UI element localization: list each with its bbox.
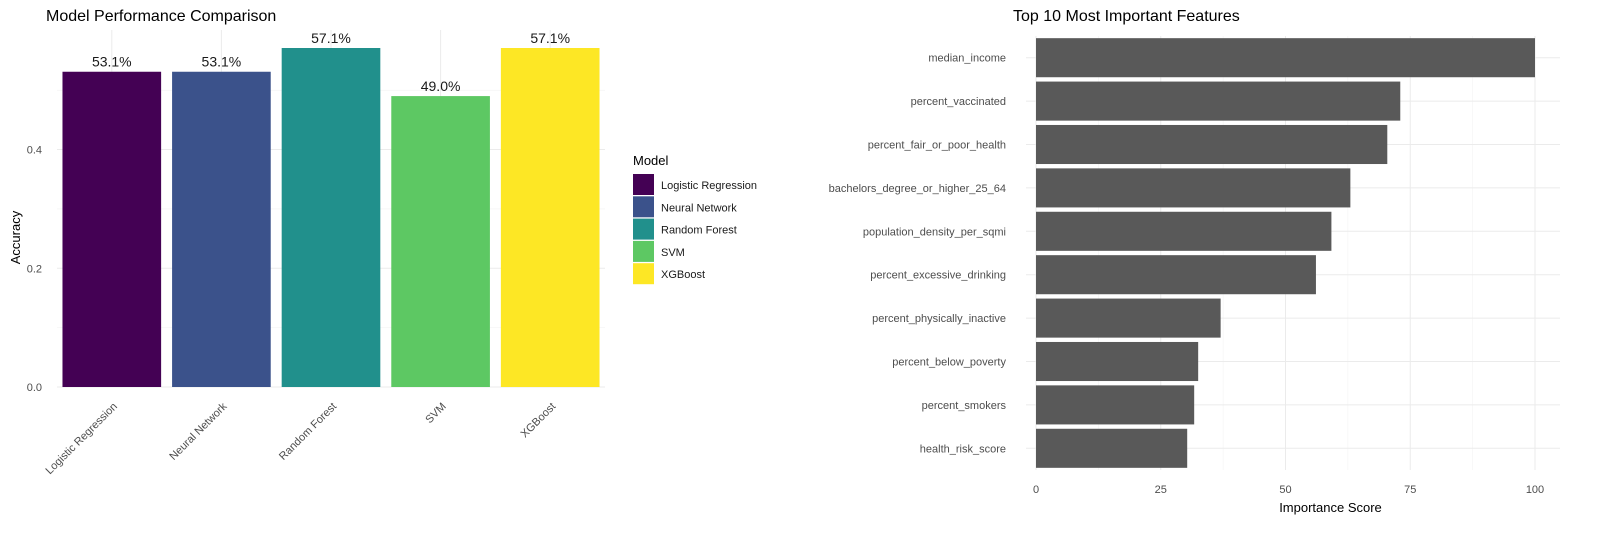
x-tick-label: 25: [1155, 484, 1167, 496]
legend-swatch: [633, 174, 654, 195]
x-tick-label: 100: [1526, 484, 1544, 496]
bar-median-income: [1036, 38, 1535, 78]
y-tick-label: percent_physically_inactive: [872, 313, 1006, 325]
legend-label: Logistic Regression: [661, 180, 757, 192]
legend-swatch: [633, 218, 654, 240]
bar-svm: [391, 96, 490, 387]
legend-swatch: [633, 240, 654, 262]
bar-percent-smokers: [1036, 385, 1195, 425]
bar-percent-excessive-drinking: [1036, 255, 1316, 295]
x-axis-title: Importance Score: [1279, 500, 1382, 515]
y-tick-label: percent_fair_or_poor_health: [868, 140, 1006, 152]
data-label: 57.1%: [311, 30, 351, 46]
data-label: 49.0%: [421, 78, 461, 94]
y-tick-label: bachelors_degree_or_higher_25_64: [829, 183, 1006, 195]
data-label: 57.1%: [530, 30, 570, 46]
bar-health-risk-score: [1036, 428, 1188, 468]
x-tick-label: XGBoost: [519, 401, 559, 441]
y-tick-label: 0.2: [27, 263, 42, 275]
y-tick-label: percent_vaccinated: [911, 96, 1006, 108]
y-tick-label: 0.0: [27, 382, 42, 394]
data-label: 53.1%: [202, 54, 242, 70]
legend-title: Model: [633, 153, 669, 168]
y-tick-label: population_density_per_sqmi: [863, 226, 1006, 238]
legend-label: Random Forest: [661, 225, 737, 237]
x-tick-label: 0: [1033, 484, 1039, 496]
chart-title: Top 10 Most Important Features: [1013, 8, 1240, 25]
y-tick-label: health_risk_score: [920, 443, 1006, 455]
bar-bachelors-degree-or-higher-25-64: [1036, 168, 1351, 208]
bar-percent-below-poverty: [1036, 341, 1199, 382]
bar-logistic-regression: [62, 71, 162, 388]
legend-label: Neural Network: [661, 202, 737, 214]
bar-random-forest: [281, 48, 381, 387]
data-label: 53.1%: [92, 54, 132, 70]
bar-percent-vaccinated: [1036, 81, 1401, 121]
legend-label: SVM: [661, 247, 685, 259]
x-tick-label: SVM: [423, 401, 448, 426]
chart-title: Model Performance Comparison: [46, 8, 276, 25]
y-tick-label: percent_excessive_drinking: [870, 270, 1006, 282]
legend-swatch: [633, 263, 654, 285]
x-tick-label: Neural Network: [167, 400, 229, 462]
legend-swatch: [633, 196, 654, 218]
bar-percent-physically-inactive: [1036, 298, 1221, 338]
bar-neural-network: [172, 71, 271, 388]
y-tick-label: 0.4: [27, 145, 42, 157]
x-tick-label: 50: [1279, 484, 1291, 496]
x-tick-label: Logistic Regression: [44, 401, 120, 477]
bar-population-density-per-sqmi: [1036, 211, 1332, 251]
y-axis-title: Accuracy: [8, 210, 23, 264]
y-tick-label: percent_below_poverty: [892, 357, 1006, 369]
y-tick-label: percent_smokers: [922, 400, 1007, 412]
x-tick-label: Random Forest: [277, 401, 339, 463]
y-tick-label: median_income: [928, 53, 1006, 65]
accuracy-chart: 0.0 0.2 0.4 53.1% Logistic Regression 53.1% Ne…: [8, 8, 757, 477]
bar-xgboost: [500, 48, 600, 387]
bar-percent-fair-or-poor-health: [1036, 124, 1388, 165]
feature-importance-chart: 0 25 50 75 100 median_income percent_vaccinate…: [829, 8, 1560, 515]
x-tick-label: 75: [1404, 484, 1416, 496]
legend-label: XGBoost: [661, 269, 705, 281]
